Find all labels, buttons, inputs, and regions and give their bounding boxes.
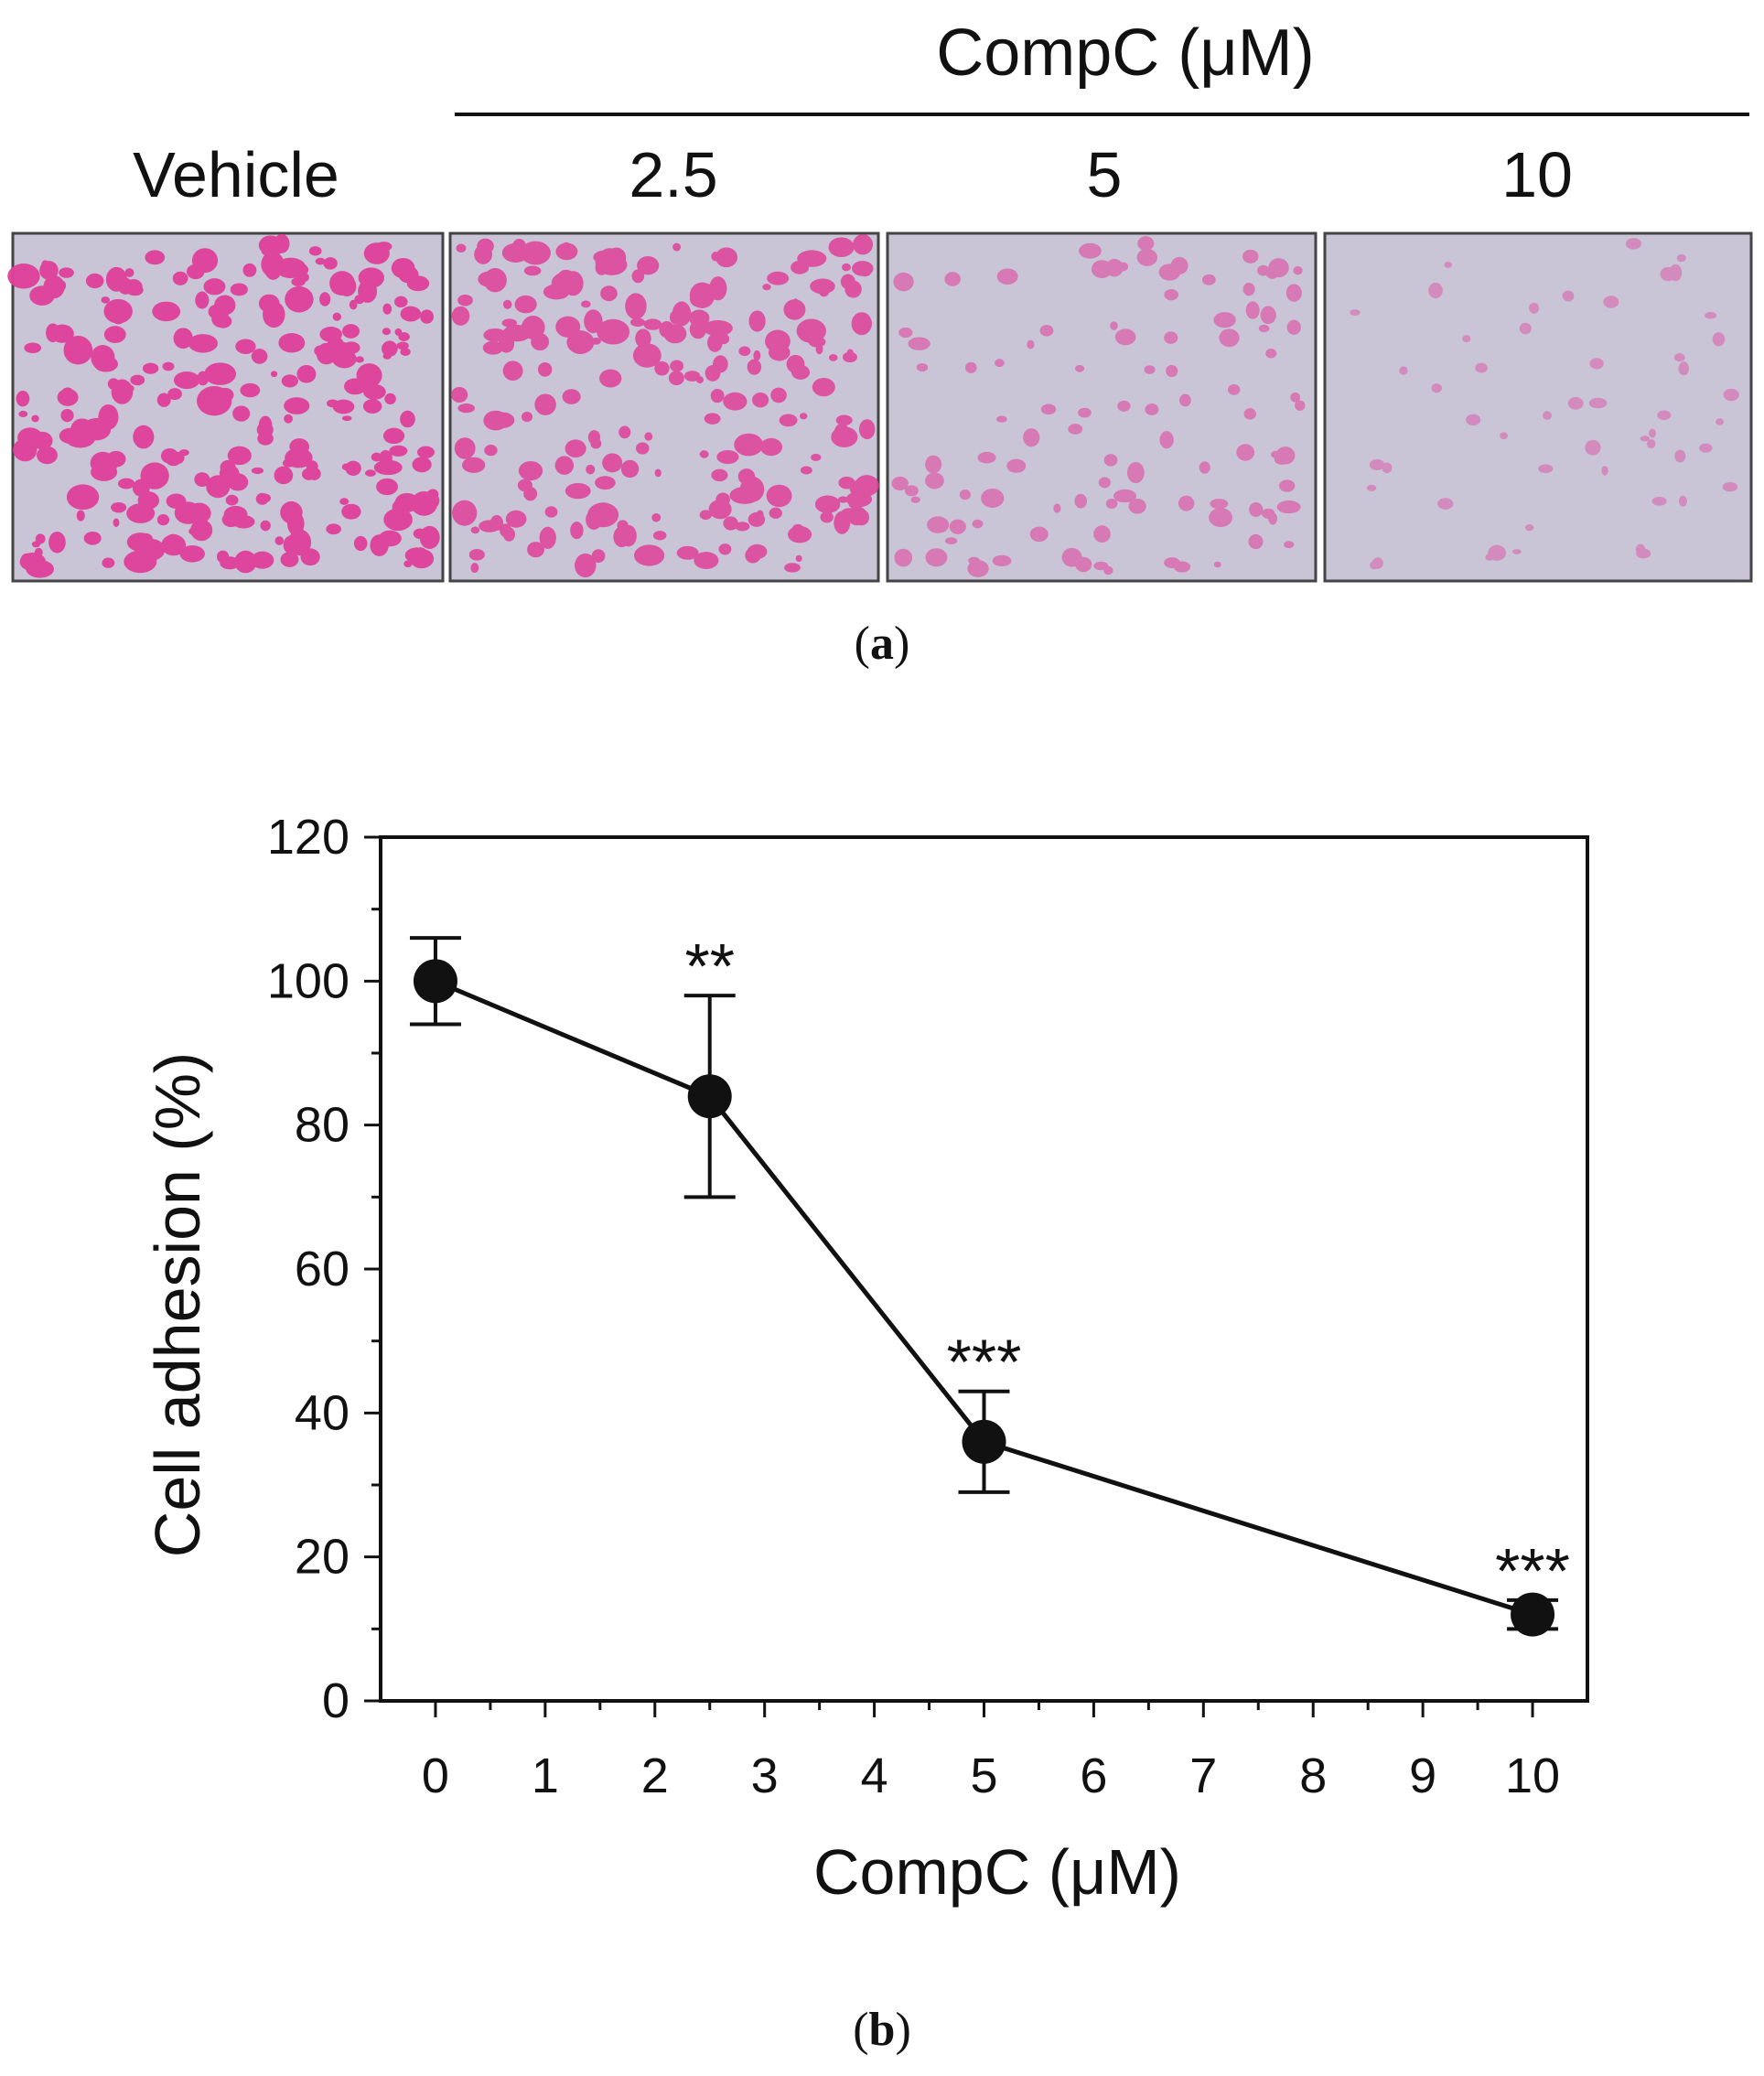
x-tick-label: 9	[1409, 1748, 1436, 1803]
micrograph-frame	[1323, 231, 1753, 583]
x-tick-label: 3	[751, 1748, 779, 1803]
data-point	[1511, 1592, 1555, 1637]
micrograph-row	[7, 231, 1753, 583]
data-point	[962, 1419, 1006, 1464]
x-tick-label: 1	[532, 1748, 559, 1803]
significance-label: ***	[1495, 1535, 1570, 1607]
data-point	[413, 959, 457, 1004]
x-tick-label: 4	[861, 1748, 888, 1803]
column-label-vehicle: Vehicle	[133, 139, 339, 210]
panel-b-letter: (b)	[853, 2004, 911, 2056]
group-label: CompC (μM)	[936, 16, 1314, 90]
y-tick-label: 40	[295, 1385, 350, 1440]
x-tick-label: 5	[970, 1748, 997, 1803]
plot-frame	[379, 835, 1589, 1703]
y-tick-label: 0	[322, 1673, 350, 1728]
series-line	[434, 979, 1533, 1617]
y-tick-label: 20	[295, 1530, 350, 1585]
stained-cells	[450, 234, 879, 578]
y-axis-label: Cell adhesion (%)	[142, 1052, 213, 1557]
panel-a-letter-text: a	[870, 618, 894, 670]
x-tick-label: 8	[1299, 1748, 1327, 1803]
column-label-2-5: 2.5	[629, 139, 717, 210]
micrograph-2	[448, 231, 880, 583]
y-tick-label: 100	[267, 953, 350, 1008]
stained-cells	[891, 236, 1306, 577]
y-tick-label: 60	[295, 1242, 350, 1296]
micrograph-1	[7, 231, 445, 583]
micrograph-4	[1323, 231, 1753, 583]
panel-a-letter: (a)	[855, 618, 910, 670]
micrograph-3	[886, 231, 1318, 583]
y-tick-label: 80	[295, 1098, 350, 1153]
significance-label: ***	[947, 1327, 1022, 1398]
panel-a: CompC (μM) Vehicle 2.5 5 10 (a)	[7, 16, 1753, 670]
data-point	[687, 1074, 732, 1119]
x-tick-label: 0	[422, 1748, 449, 1803]
column-label-10: 10	[1501, 139, 1573, 210]
y-tick-label: 120	[267, 810, 350, 865]
x-tick-label: 10	[1505, 1748, 1560, 1803]
x-tick-label: 2	[641, 1748, 669, 1803]
significance-label: **	[684, 930, 734, 1002]
stained-cells	[1350, 238, 1739, 570]
x-axis-label: CompC (μM)	[813, 1836, 1181, 1908]
x-tick-label: 7	[1189, 1748, 1217, 1803]
x-tick-label: 6	[1080, 1748, 1107, 1803]
stained-cells	[7, 233, 440, 578]
panel-b-letter-text: b	[869, 2004, 896, 2056]
column-label-5: 5	[1087, 139, 1123, 210]
